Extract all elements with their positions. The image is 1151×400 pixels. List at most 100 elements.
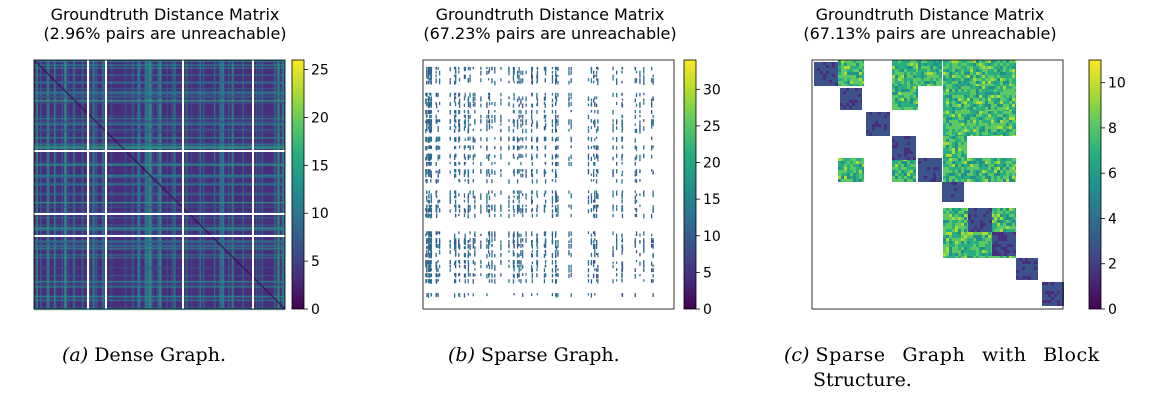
heatmap-cell bbox=[1003, 101, 1006, 104]
heatmap-cell bbox=[967, 89, 970, 92]
heatmap-cell bbox=[970, 238, 973, 241]
heatmap-cell bbox=[952, 223, 955, 226]
heatmap-cell bbox=[961, 244, 964, 247]
heatmap-cell bbox=[518, 264, 520, 270]
heatmap-cell bbox=[487, 70, 490, 74]
heatmap-cell bbox=[1006, 78, 1009, 81]
heatmap-cell bbox=[958, 72, 961, 75]
heatmap-cell bbox=[616, 126, 618, 130]
heatmap-cell bbox=[850, 167, 853, 170]
heatmap-cell bbox=[946, 81, 949, 84]
heatmap-cell bbox=[554, 173, 557, 179]
heatmap-cell bbox=[634, 173, 636, 177]
heatmap-cell bbox=[616, 238, 618, 242]
heatmap-cell bbox=[449, 170, 451, 174]
heatmap-cell bbox=[872, 133, 875, 136]
heatmap-cell bbox=[1006, 158, 1009, 161]
heatmap-row-band bbox=[34, 74, 285, 77]
heatmap-cell bbox=[964, 164, 967, 167]
heatmap-cell bbox=[820, 68, 823, 71]
heatmap-cell bbox=[494, 70, 496, 74]
heatmap-cell bbox=[1048, 300, 1051, 303]
heatmap-cell bbox=[961, 142, 964, 145]
heatmap-cell bbox=[997, 69, 1000, 72]
heatmap-cell bbox=[536, 240, 539, 245]
heatmap-cell bbox=[1031, 273, 1034, 276]
heatmap-cell bbox=[955, 117, 958, 120]
heatmap-cell bbox=[952, 63, 955, 66]
heatmap-cell bbox=[943, 161, 946, 164]
heatmap-cell bbox=[1012, 84, 1015, 86]
heatmap-cell bbox=[616, 146, 618, 150]
heatmap-cell bbox=[918, 84, 921, 86]
heatmap-cell bbox=[512, 264, 515, 269]
heatmap-cell bbox=[455, 114, 457, 118]
heatmap-cell bbox=[1019, 264, 1022, 267]
heatmap-cell bbox=[472, 154, 474, 158]
heatmap-cell bbox=[1022, 267, 1025, 270]
heatmap-cell bbox=[449, 137, 451, 141]
heatmap-cell bbox=[945, 200, 948, 203]
heatmap-cell bbox=[494, 268, 496, 271]
heatmap-cell bbox=[1015, 60, 1016, 63]
heatmap-cell bbox=[982, 78, 985, 81]
heatmap-cell bbox=[435, 190, 438, 193]
heatmap-cell bbox=[467, 119, 470, 123]
heatmap-cell bbox=[927, 69, 930, 72]
heatmap-cell bbox=[946, 98, 949, 101]
heatmap-cell bbox=[449, 109, 451, 115]
heatmap-row-band bbox=[34, 256, 285, 259]
heatmap-cell bbox=[425, 138, 427, 142]
heatmap-cell bbox=[652, 205, 654, 210]
heatmap-cell bbox=[1006, 75, 1009, 78]
heatmap-cell bbox=[555, 195, 558, 201]
heatmap-cell bbox=[898, 89, 901, 92]
heatmap-cell bbox=[522, 238, 524, 242]
heatmap-cell bbox=[983, 214, 986, 217]
heatmap-cell bbox=[982, 253, 985, 256]
heatmap-cell bbox=[949, 60, 952, 63]
heatmap-cell bbox=[901, 75, 904, 78]
heatmap-cell bbox=[518, 80, 520, 84]
heatmap-cell bbox=[455, 78, 457, 82]
heatmap-cell bbox=[621, 153, 624, 158]
heatmap-cell bbox=[1003, 123, 1006, 126]
heatmap-row-band bbox=[34, 90, 285, 94]
heatmap-row-band bbox=[34, 115, 285, 117]
heatmap-cell bbox=[985, 167, 988, 170]
heatmap-cell bbox=[924, 66, 927, 69]
heatmap-cell bbox=[531, 123, 533, 127]
heatmap-cell bbox=[976, 179, 979, 182]
heatmap-cell bbox=[997, 66, 1000, 69]
heatmap-cell bbox=[1000, 167, 1003, 170]
heatmap-cell bbox=[536, 233, 538, 239]
heatmap-cell bbox=[1012, 129, 1015, 132]
heatmap-cell bbox=[955, 241, 958, 244]
heatmap-cell bbox=[988, 161, 991, 164]
heatmap-cell bbox=[621, 279, 623, 283]
heatmap-cell bbox=[970, 111, 973, 114]
heatmap-cell bbox=[964, 250, 967, 253]
heatmap-cell bbox=[970, 253, 973, 256]
heatmap-cell bbox=[954, 200, 957, 203]
heatmap-cell bbox=[435, 74, 437, 78]
heatmap-cell bbox=[621, 161, 623, 165]
heatmap-cell bbox=[616, 205, 618, 208]
heatmap-cell bbox=[971, 211, 974, 214]
heatmap-cell bbox=[652, 193, 654, 198]
heatmap-cell bbox=[997, 126, 1000, 129]
heatmap-cell bbox=[979, 253, 982, 256]
heatmap-cell bbox=[921, 63, 924, 66]
heatmap-cell bbox=[435, 264, 438, 269]
heatmap-cell bbox=[869, 118, 872, 121]
heatmap-cell bbox=[652, 279, 654, 283]
heatmap-cell bbox=[500, 66, 502, 70]
heatmap-cell bbox=[1012, 92, 1015, 95]
heatmap-cell bbox=[455, 246, 457, 250]
heatmap-cell bbox=[464, 92, 466, 98]
heatmap-cell bbox=[924, 78, 927, 81]
heatmap-cell bbox=[639, 74, 641, 78]
heatmap-cell bbox=[480, 98, 482, 102]
heatmap-cell bbox=[991, 161, 994, 164]
heatmap-cell bbox=[997, 173, 1000, 176]
